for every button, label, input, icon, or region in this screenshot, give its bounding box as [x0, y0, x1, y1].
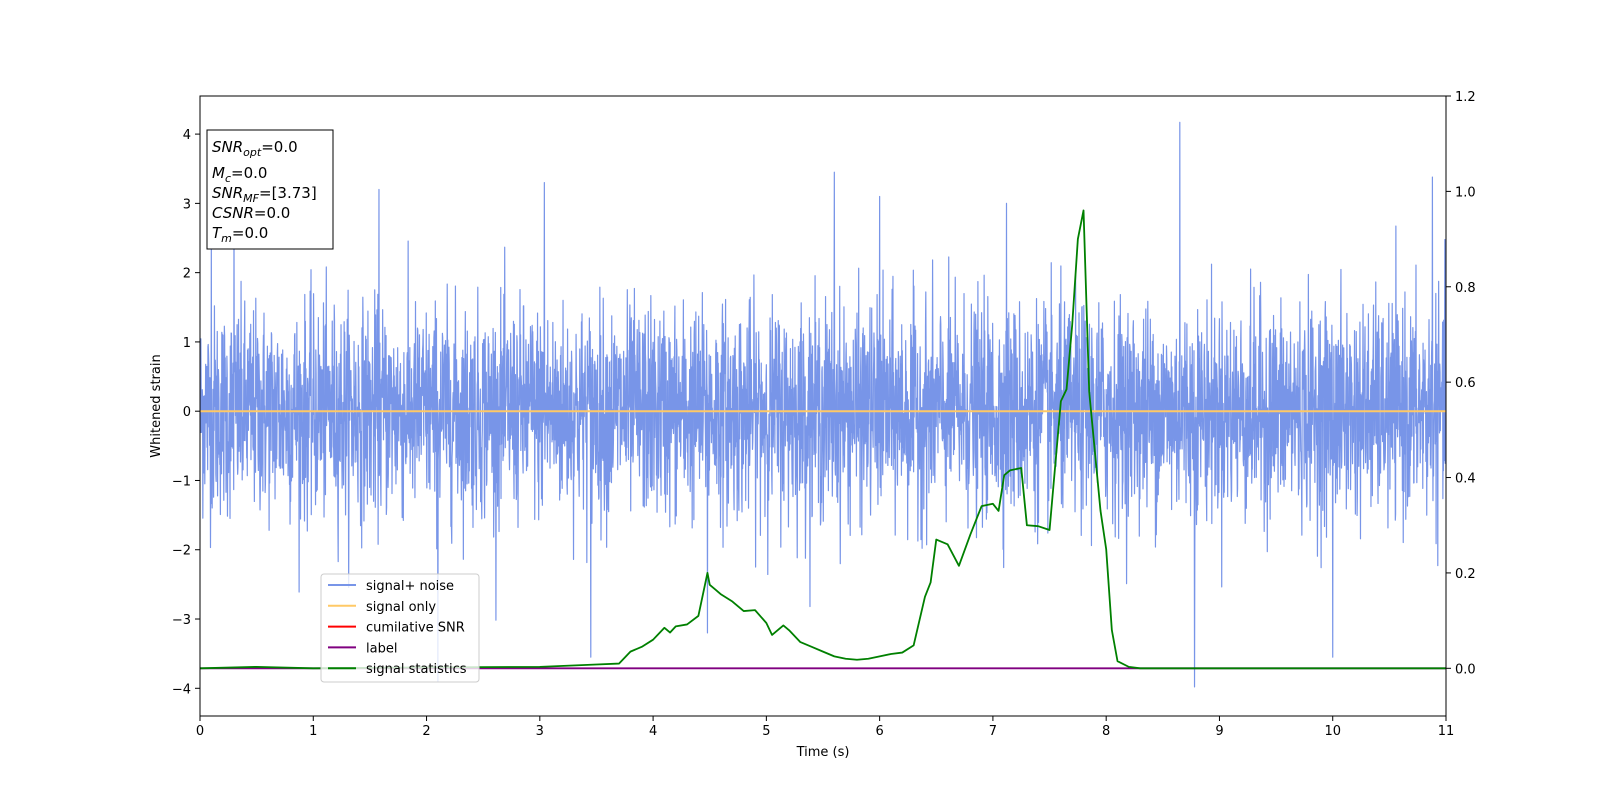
y-right-tick-label: 0.6: [1455, 376, 1476, 391]
y-axis-right-ticks: 1.2 1.0 0.8 0.6 0.4 0.2 0.0: [1446, 90, 1476, 677]
y-left-tick-label: −1: [172, 474, 191, 489]
x-tick-label: 10: [1324, 724, 1341, 739]
legend-label: signal+ noise: [366, 579, 454, 594]
x-tick-label: 6: [875, 724, 883, 739]
y-axis-left-ticks: 4 3 2 1 0 −1 −2 −3 −4: [172, 128, 200, 697]
signal-statistics-series: [200, 209, 1446, 670]
x-tick-label: 1: [309, 724, 317, 739]
y-left-tick-label: 4: [183, 128, 191, 143]
x-tick-label: 3: [536, 724, 544, 739]
x-tick-label: 0: [196, 724, 204, 739]
x-tick-label: 8: [1102, 724, 1110, 739]
x-tick-label: 9: [1215, 724, 1223, 739]
y-right-tick-label: 0.0: [1455, 662, 1476, 677]
x-tick-label: 2: [422, 724, 430, 739]
x-tick-label: 4: [649, 724, 657, 739]
info-mc: Mc=0.0: [212, 164, 267, 185]
info-box-frame: [206, 129, 334, 250]
info-box: SNRopt=0.0 Mc=0.0 SNRMF=[3.73] CSNR=0.0 …: [206, 129, 334, 250]
y-right-tick-label: 0.4: [1455, 472, 1476, 487]
y-left-tick-label: 1: [183, 336, 191, 351]
legend-label: signal statistics: [366, 662, 467, 677]
legend-frame: [320, 573, 480, 683]
y-left-tick-label: 0: [183, 405, 191, 420]
y-right-tick-label: 0.2: [1455, 567, 1476, 582]
y-left-tick-label: 3: [183, 197, 191, 212]
legend-label: signal only: [366, 600, 436, 615]
x-axis-ticks: 0 1 2 3 4 5 6 7 8 9 10 11: [196, 716, 1454, 739]
x-tick-label: 7: [989, 724, 997, 739]
y-right-tick-label: 1.0: [1455, 185, 1476, 200]
info-csnr: CSNR=0.0: [212, 204, 290, 222]
y-axis-label: Whitened strain: [149, 354, 164, 457]
x-axis-label: Time (s): [796, 745, 850, 760]
y-left-tick-label: 2: [183, 267, 191, 282]
info-snr-mf: SNRMF=[3.73]: [212, 184, 317, 205]
y-left-tick-label: −2: [172, 544, 191, 559]
axes-frame: [199, 95, 1447, 717]
legend-label: cumilative SNR: [366, 621, 465, 636]
y-left-tick-label: −3: [172, 613, 191, 628]
legend: signal+ noise signal only cumilative SNR la…: [320, 573, 480, 683]
y-right-tick-label: 1.2: [1455, 90, 1476, 105]
info-snr-opt: SNRopt=0.0: [212, 138, 298, 159]
legend-label: label: [366, 641, 397, 656]
info-tm: Tm=0.0: [212, 224, 268, 245]
y-left-tick-label: −4: [172, 682, 191, 697]
y-right-tick-label: 0.8: [1455, 281, 1476, 296]
x-tick-label: 5: [762, 724, 770, 739]
x-tick-label: 11: [1438, 724, 1455, 739]
